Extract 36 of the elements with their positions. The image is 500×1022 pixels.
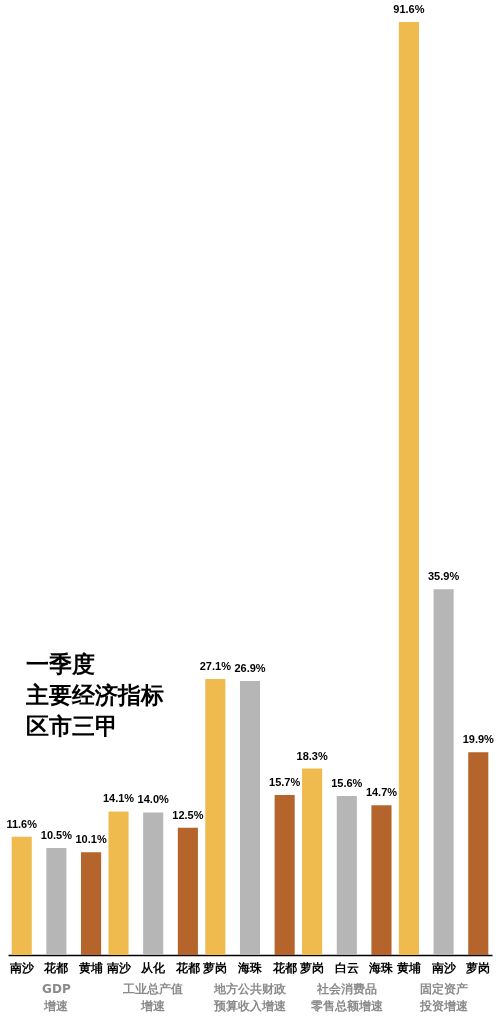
x-tick-label: 南沙	[430, 961, 457, 975]
x-tick-label: 花都	[43, 961, 69, 975]
x-tick-label: 海珠	[237, 961, 263, 975]
data-label: 26.9%	[234, 662, 266, 675]
text: 工业总产值增速	[122, 982, 184, 1013]
data-label: 14.7%	[365, 786, 398, 799]
x-tick-label: 黄埔	[78, 961, 104, 975]
text: 一季度主要经济指标区市三甲	[25, 651, 164, 739]
text: GDP增速	[42, 982, 71, 1013]
data-label: 14.1%	[102, 792, 135, 805]
data-label: 12.5%	[172, 808, 204, 821]
data-label: 18.3%	[296, 749, 328, 762]
data-label: 15.7%	[269, 776, 301, 789]
x-tick-label: 海珠	[368, 961, 395, 975]
text: 固定资产投资增速	[418, 982, 469, 1013]
x-tick-label: 南沙	[105, 961, 132, 975]
data-label: 91.6%	[393, 3, 425, 15]
data-label: 14.0%	[137, 793, 170, 806]
x-tick-label: 从化	[140, 961, 167, 975]
data-label: 35.9%	[428, 570, 460, 583]
x-tick-label: 萝岗	[465, 961, 491, 975]
x-tick-label: 南沙	[8, 961, 35, 975]
data-label: 10.5%	[40, 829, 73, 842]
data-label: 10.1%	[75, 833, 107, 846]
data-label: 11.6%	[6, 817, 38, 830]
data-label: 19.9%	[462, 733, 495, 746]
text: 地方公共财政预算收入增速	[213, 982, 287, 1013]
text: 社会消费品零售总额增速	[309, 982, 384, 1013]
x-tick-label: 萝岗	[299, 961, 325, 975]
x-tick-label: 花都	[174, 961, 200, 975]
data-label: 27.1%	[199, 659, 232, 672]
data-label: 15.6%	[331, 777, 363, 790]
x-tick-label: 黄埔	[395, 961, 421, 975]
x-tick-label: 白云	[334, 961, 359, 975]
x-tick-label: 萝岗	[202, 961, 228, 975]
x-tick-label: 花都	[271, 961, 297, 975]
